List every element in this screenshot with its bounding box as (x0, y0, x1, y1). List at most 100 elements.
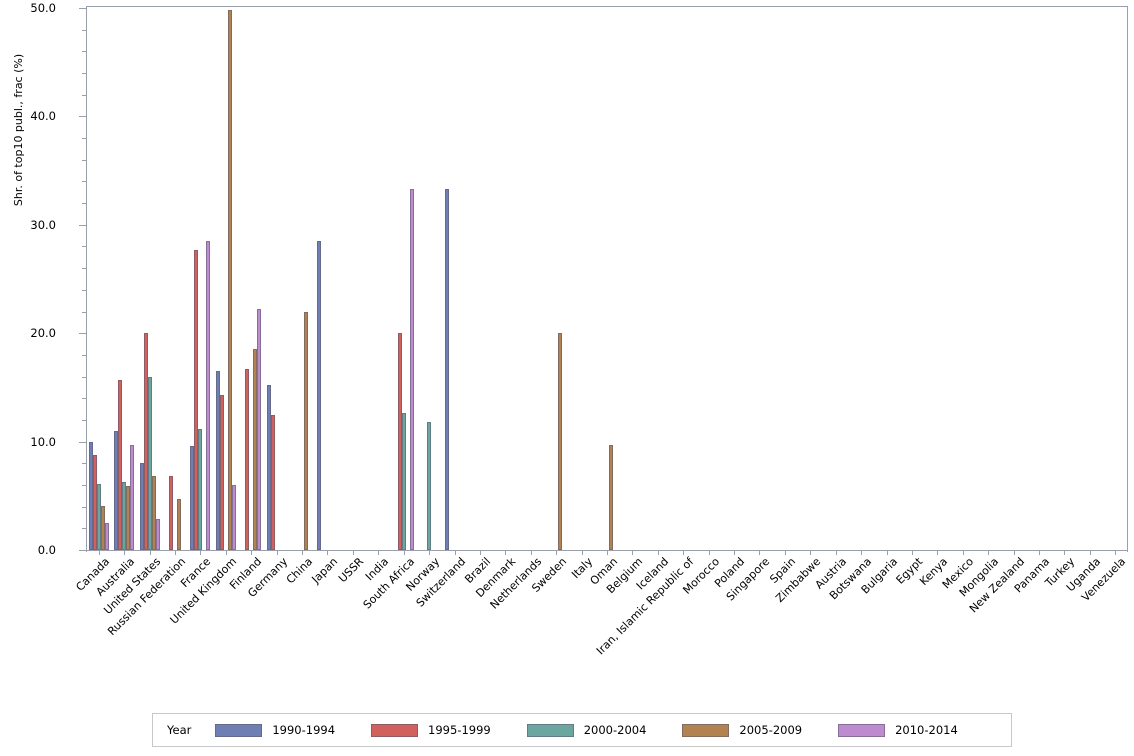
legend-entry[interactable]: 1990-1994 (215, 723, 335, 737)
x-axis-tick (734, 551, 736, 555)
x-axis-tick (759, 551, 761, 555)
x-axis-tick (683, 551, 685, 555)
x-axis-tick (1089, 551, 1091, 555)
legend-entry[interactable]: 2005-2009 (682, 723, 802, 737)
x-axis-tick-label: Japan (310, 555, 341, 586)
plot-top-border (86, 6, 1128, 7)
bars-layer (86, 8, 1128, 550)
y-axis-tick-label: 40.0 (30, 109, 56, 124)
bar (253, 349, 258, 550)
y-axis-minor-tick (82, 506, 86, 508)
x-axis-tick (835, 551, 837, 555)
y-axis-minor-tick (82, 159, 86, 161)
bar (215, 371, 220, 550)
legend-label: 2000-2004 (583, 723, 647, 737)
x-axis-tick (607, 551, 608, 555)
y-axis-minor-tick (82, 29, 86, 31)
y-axis-tick (79, 441, 86, 443)
x-axis-tick-label: China (284, 555, 315, 586)
bar (168, 476, 173, 550)
legend-color-swatch (838, 723, 886, 737)
y-axis-minor-tick (82, 376, 86, 378)
x-axis-tick (378, 551, 380, 555)
x-axis-tick-label-text: USSR (335, 555, 367, 586)
x-axis-tick (352, 551, 354, 555)
legend-label: 2010-2014 (895, 723, 958, 737)
x-axis-tick (861, 551, 863, 555)
bar (227, 10, 232, 550)
legend-label: 1995-1999 (428, 723, 491, 737)
bar (409, 189, 414, 550)
y-axis-minor-tick (82, 268, 86, 270)
bar (401, 413, 406, 550)
x-axis-tick (1013, 551, 1015, 555)
bar (266, 385, 271, 550)
legend-title: Year (167, 723, 192, 737)
x-axis-tick (632, 551, 634, 555)
x-axis-tick (530, 551, 532, 555)
x-axis-tick (784, 551, 786, 555)
bar (558, 333, 563, 550)
y-axis-minor-tick (82, 311, 86, 313)
x-axis-tick (174, 551, 176, 555)
y-axis-minor-tick (82, 181, 86, 183)
x-axis-tick-label-text: Japan (309, 555, 341, 586)
x-axis-tick-label: USSR (336, 555, 366, 585)
x-axis-tick (276, 551, 278, 555)
legend-entry[interactable]: 2010-2014 (838, 723, 958, 737)
bar (270, 414, 275, 550)
legend-label: 2005-2009 (739, 723, 803, 737)
bar (444, 189, 449, 550)
legend-entry[interactable]: 2000-2004 (526, 723, 647, 737)
chart-legend: Year 1990-1994 1995-1999 2000-2004 2005-200… (152, 713, 1012, 747)
legend-entry[interactable]: 1995-1999 (371, 723, 491, 737)
y-axis-minor-tick (82, 94, 86, 96)
y-axis-tick (79, 224, 86, 226)
y-axis-minor-tick (82, 354, 86, 356)
x-axis-tick (1064, 551, 1066, 555)
x-axis-tick (403, 551, 405, 555)
y-axis-minor-tick (82, 528, 86, 530)
bar (147, 376, 152, 550)
x-axis-tick (886, 551, 888, 555)
y-axis-tick (79, 8, 86, 9)
y-axis-minor-tick (82, 73, 86, 75)
y-axis-minor-tick (82, 289, 86, 291)
x-axis-tick (1115, 551, 1117, 555)
x-axis-tick (505, 551, 507, 555)
bar (118, 379, 123, 550)
y-axis-minor-tick (82, 203, 86, 205)
legend-color-swatch (371, 723, 419, 737)
x-axis-tick (251, 551, 253, 555)
bar (317, 241, 322, 550)
x-axis-tick (556, 551, 558, 555)
y-axis-tick-label: 20.0 (30, 326, 56, 341)
bar (155, 518, 160, 550)
x-axis-tick (1039, 551, 1041, 555)
bar (122, 481, 127, 550)
legend-entries: 1990-1994 1995-1999 2000-2004 2005-2009 2010… (215, 723, 993, 737)
bar (609, 444, 613, 550)
y-axis-tick (79, 550, 86, 551)
x-axis-tick-labels: Canada Australia United States Russian Fede… (73, 551, 1128, 711)
y-axis-tick (79, 116, 86, 118)
bar (92, 454, 97, 550)
legend-color-swatch (215, 723, 263, 737)
bar (130, 444, 135, 550)
y-axis-tick (79, 333, 86, 335)
y-axis-minor-tick (82, 51, 86, 53)
y-axis-minor-tick (82, 484, 86, 486)
x-axis-tick (911, 551, 913, 555)
y-axis-minor-tick (82, 398, 86, 400)
bar (104, 522, 109, 550)
y-axis-minor-tick (82, 419, 86, 421)
bar (190, 445, 195, 550)
x-axis-tick (581, 551, 583, 555)
bar (219, 395, 224, 550)
legend-label: 1990-1994 (272, 723, 336, 737)
bar (397, 333, 402, 550)
bar (257, 309, 262, 550)
bar (143, 333, 148, 550)
y-axis-line (86, 6, 87, 552)
